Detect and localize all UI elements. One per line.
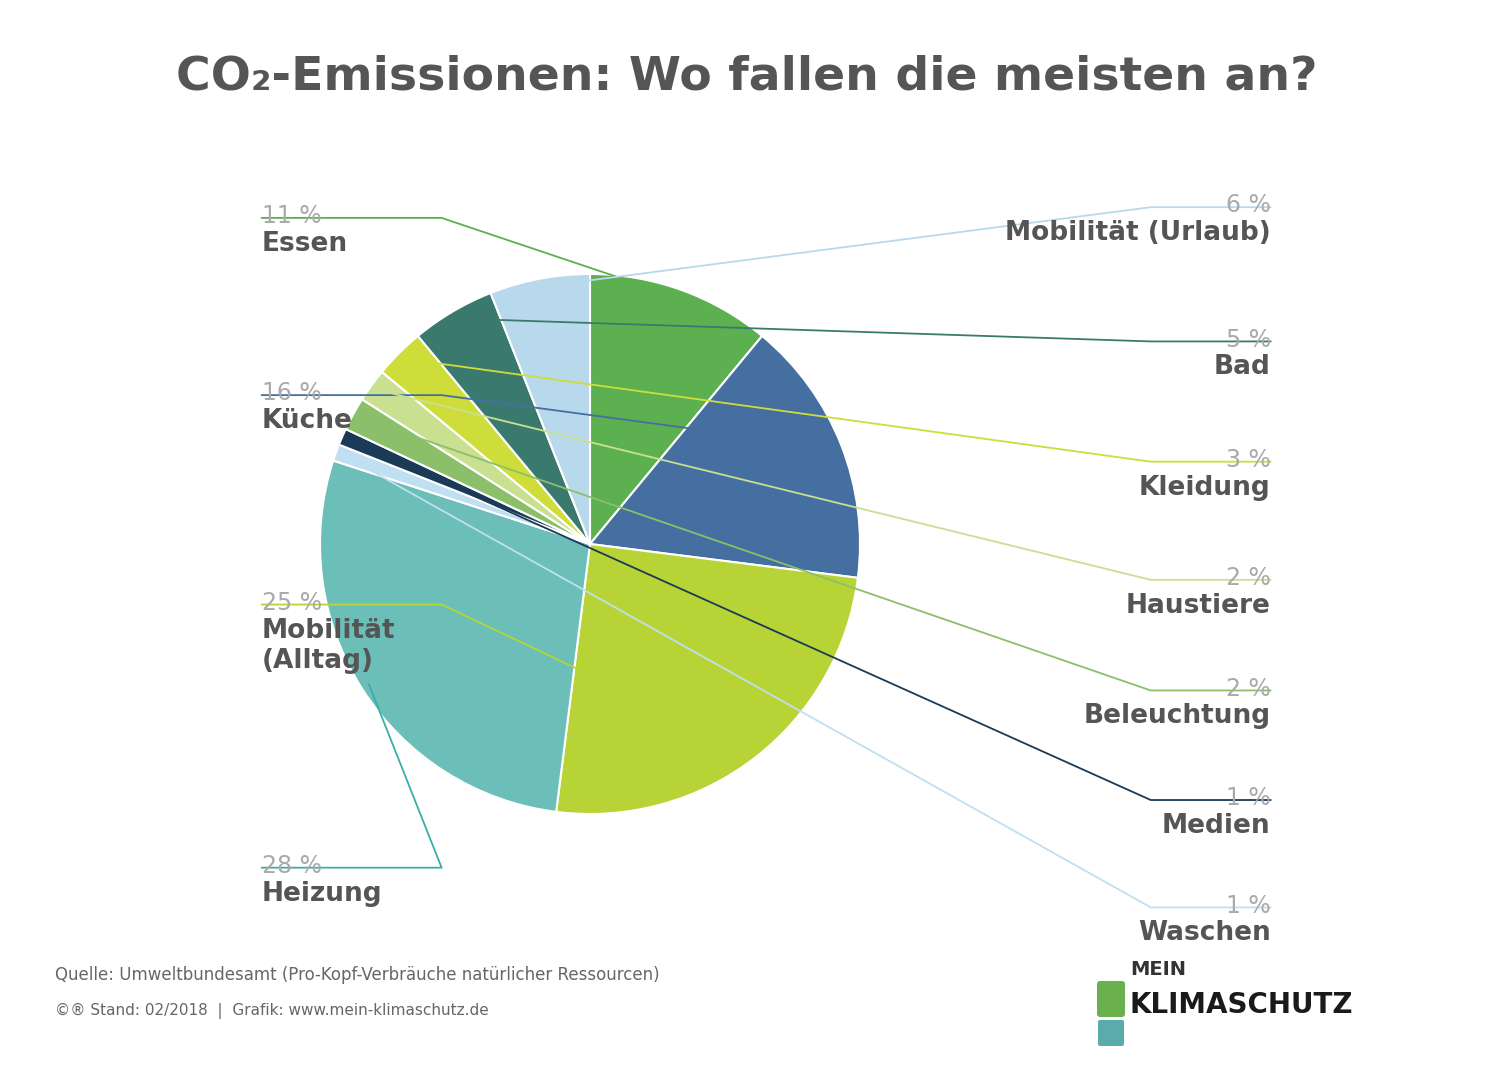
Wedge shape (339, 429, 591, 545)
Text: Mobilität (Urlaub): Mobilität (Urlaub) (1005, 220, 1271, 246)
Text: Beleuchtung: Beleuchtung (1084, 703, 1271, 729)
Text: Waschen: Waschen (1138, 920, 1271, 946)
Text: 5 %: 5 % (1226, 328, 1271, 351)
Text: Haustiere: Haustiere (1126, 593, 1271, 619)
Text: 11 %: 11 % (262, 204, 321, 228)
Text: ©® Stand: 02/2018  |  Grafik: www.mein-klimaschutz.de: ©® Stand: 02/2018 | Grafik: www.mein-kli… (55, 1003, 489, 1019)
Wedge shape (320, 461, 591, 812)
Text: KLIMASCHUTZ: KLIMASCHUTZ (1130, 991, 1353, 1019)
Wedge shape (362, 372, 591, 545)
Text: Bad: Bad (1214, 354, 1271, 380)
Wedge shape (591, 336, 860, 578)
Wedge shape (381, 336, 591, 545)
Wedge shape (490, 274, 591, 545)
Wedge shape (345, 400, 591, 545)
Text: 3 %: 3 % (1226, 448, 1271, 471)
Text: 2 %: 2 % (1226, 677, 1271, 700)
Text: Essen: Essen (262, 231, 348, 257)
Text: Kleidung: Kleidung (1139, 475, 1271, 500)
Text: Quelle: Umweltbundesamt (Pro-Kopf-Verbräuche natürlicher Ressourcen): Quelle: Umweltbundesamt (Pro-Kopf-Verbrä… (55, 966, 659, 984)
Text: 28 %: 28 % (262, 854, 321, 877)
Text: 16 %: 16 % (262, 381, 321, 405)
FancyBboxPatch shape (1097, 1020, 1124, 1046)
Wedge shape (419, 293, 591, 545)
Text: CO₂-Emissionen: Wo fallen die meisten an?: CO₂-Emissionen: Wo fallen die meisten an… (176, 54, 1317, 99)
Text: 2 %: 2 % (1226, 566, 1271, 590)
Text: Medien: Medien (1162, 813, 1271, 839)
Text: Mobilität
(Alltag): Mobilität (Alltag) (262, 618, 395, 673)
Text: Küche: Küche (262, 408, 353, 434)
Wedge shape (333, 445, 591, 545)
Text: 25 %: 25 % (262, 591, 321, 614)
FancyBboxPatch shape (1097, 981, 1126, 1017)
Text: Heizung: Heizung (262, 881, 383, 906)
Text: 1 %: 1 % (1226, 786, 1271, 810)
Wedge shape (556, 545, 858, 814)
Text: MEIN: MEIN (1130, 960, 1186, 979)
Text: 1 %: 1 % (1226, 894, 1271, 917)
Text: 6 %: 6 % (1226, 193, 1271, 217)
Wedge shape (591, 274, 762, 545)
